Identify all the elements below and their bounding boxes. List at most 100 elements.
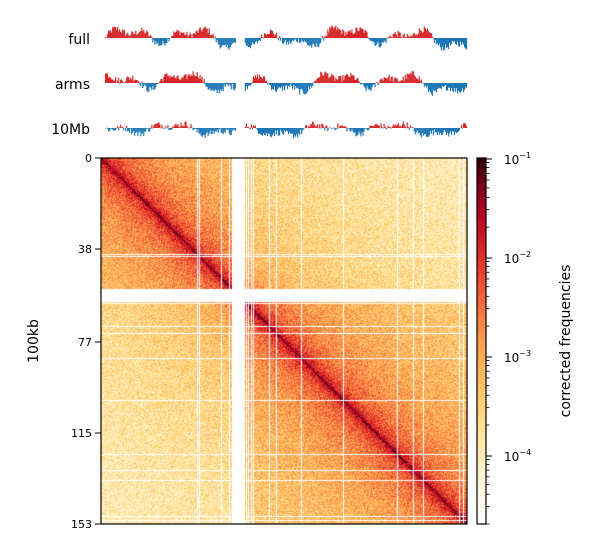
track-bar (457, 83, 460, 91)
track-bar (149, 128, 151, 132)
track-bar (325, 35, 327, 38)
track-bar (456, 128, 459, 133)
track-bar (421, 128, 423, 133)
track-bar (143, 83, 145, 87)
track-bar (176, 125, 178, 128)
track-bar (307, 83, 309, 92)
track-bar (324, 72, 326, 83)
track-bar (341, 125, 343, 128)
track-bar (395, 78, 397, 83)
track-bar (437, 38, 439, 46)
track-bar (173, 126, 175, 128)
track-bar (396, 78, 398, 83)
track-bar (432, 83, 434, 90)
colorbar-tick: 10−4 (486, 448, 531, 464)
track-bar (396, 124, 398, 128)
track-bar (227, 38, 229, 49)
track-bar (431, 83, 433, 96)
track-bar (244, 126, 246, 128)
track-bar (213, 128, 215, 134)
track-bar (264, 128, 267, 136)
track-bar (151, 83, 153, 91)
track-bar (401, 37, 403, 38)
track-bar (185, 34, 187, 38)
track-bar (244, 83, 246, 91)
track-bar (300, 128, 302, 130)
track-bar (431, 36, 433, 38)
track-bar (308, 126, 310, 128)
track-bar (310, 124, 312, 128)
track-bar (127, 128, 129, 132)
track-bar (154, 123, 156, 128)
track-bar (377, 38, 379, 43)
track-bar (352, 128, 354, 132)
track-bar (253, 78, 255, 83)
track-bar (263, 33, 266, 38)
track-bar (224, 83, 226, 87)
track-bar (120, 124, 122, 128)
track-bar (318, 77, 320, 83)
track-bar (352, 75, 354, 83)
track-bar (133, 128, 135, 132)
track-bar (425, 83, 427, 88)
track-bar (316, 79, 318, 83)
track-bar (228, 83, 230, 85)
track-bar (200, 29, 202, 38)
track-bar (335, 77, 337, 83)
track-bar (108, 30, 110, 38)
track-bar (382, 80, 384, 83)
track-bar (427, 30, 429, 38)
track-bar (387, 38, 389, 39)
track-bar (140, 31, 142, 38)
track-bar (263, 128, 266, 135)
track-bar (358, 81, 360, 83)
track-bar (112, 128, 114, 130)
track-bar (450, 83, 453, 89)
track-bar (250, 124, 252, 128)
track-bar (215, 83, 217, 91)
track-bar (118, 128, 120, 131)
track-bar (423, 128, 425, 135)
track-bar (433, 83, 435, 92)
track-bar (411, 127, 413, 128)
track-bar (252, 38, 254, 44)
track-bar (167, 76, 169, 83)
track-bar (407, 73, 409, 83)
track-bar (216, 83, 218, 93)
track-bar (426, 128, 428, 138)
track-bar (210, 34, 212, 38)
track-bar (435, 128, 437, 133)
track-bar (421, 32, 423, 38)
track-bar (190, 74, 192, 83)
track-bar (405, 37, 407, 38)
track-bar (367, 37, 369, 38)
track-bar (126, 33, 128, 38)
track-bar (382, 38, 384, 44)
track-bar (228, 38, 230, 50)
track-bar (196, 128, 198, 133)
track-bar (191, 127, 193, 129)
track-bar (259, 76, 262, 83)
track-bar (122, 81, 124, 83)
track-bar (279, 38, 282, 41)
track-bar (181, 32, 183, 38)
track-bar (422, 128, 424, 136)
track-bar (201, 31, 203, 38)
track-bar (227, 128, 229, 130)
track-bar (289, 83, 291, 87)
track-bar (269, 83, 272, 86)
track-bar (114, 128, 116, 131)
track-bar (114, 26, 116, 38)
track-bar (144, 33, 146, 38)
track-bar (391, 37, 393, 39)
track-bar (300, 38, 302, 43)
track-bar (384, 77, 386, 83)
track-bar (159, 38, 161, 46)
track-bar (464, 38, 467, 49)
track-bar (171, 128, 173, 130)
track-bar (330, 127, 332, 129)
track-bar (186, 31, 188, 38)
track-bar (183, 32, 185, 38)
track-bar (266, 128, 269, 137)
track-bar (291, 128, 293, 134)
